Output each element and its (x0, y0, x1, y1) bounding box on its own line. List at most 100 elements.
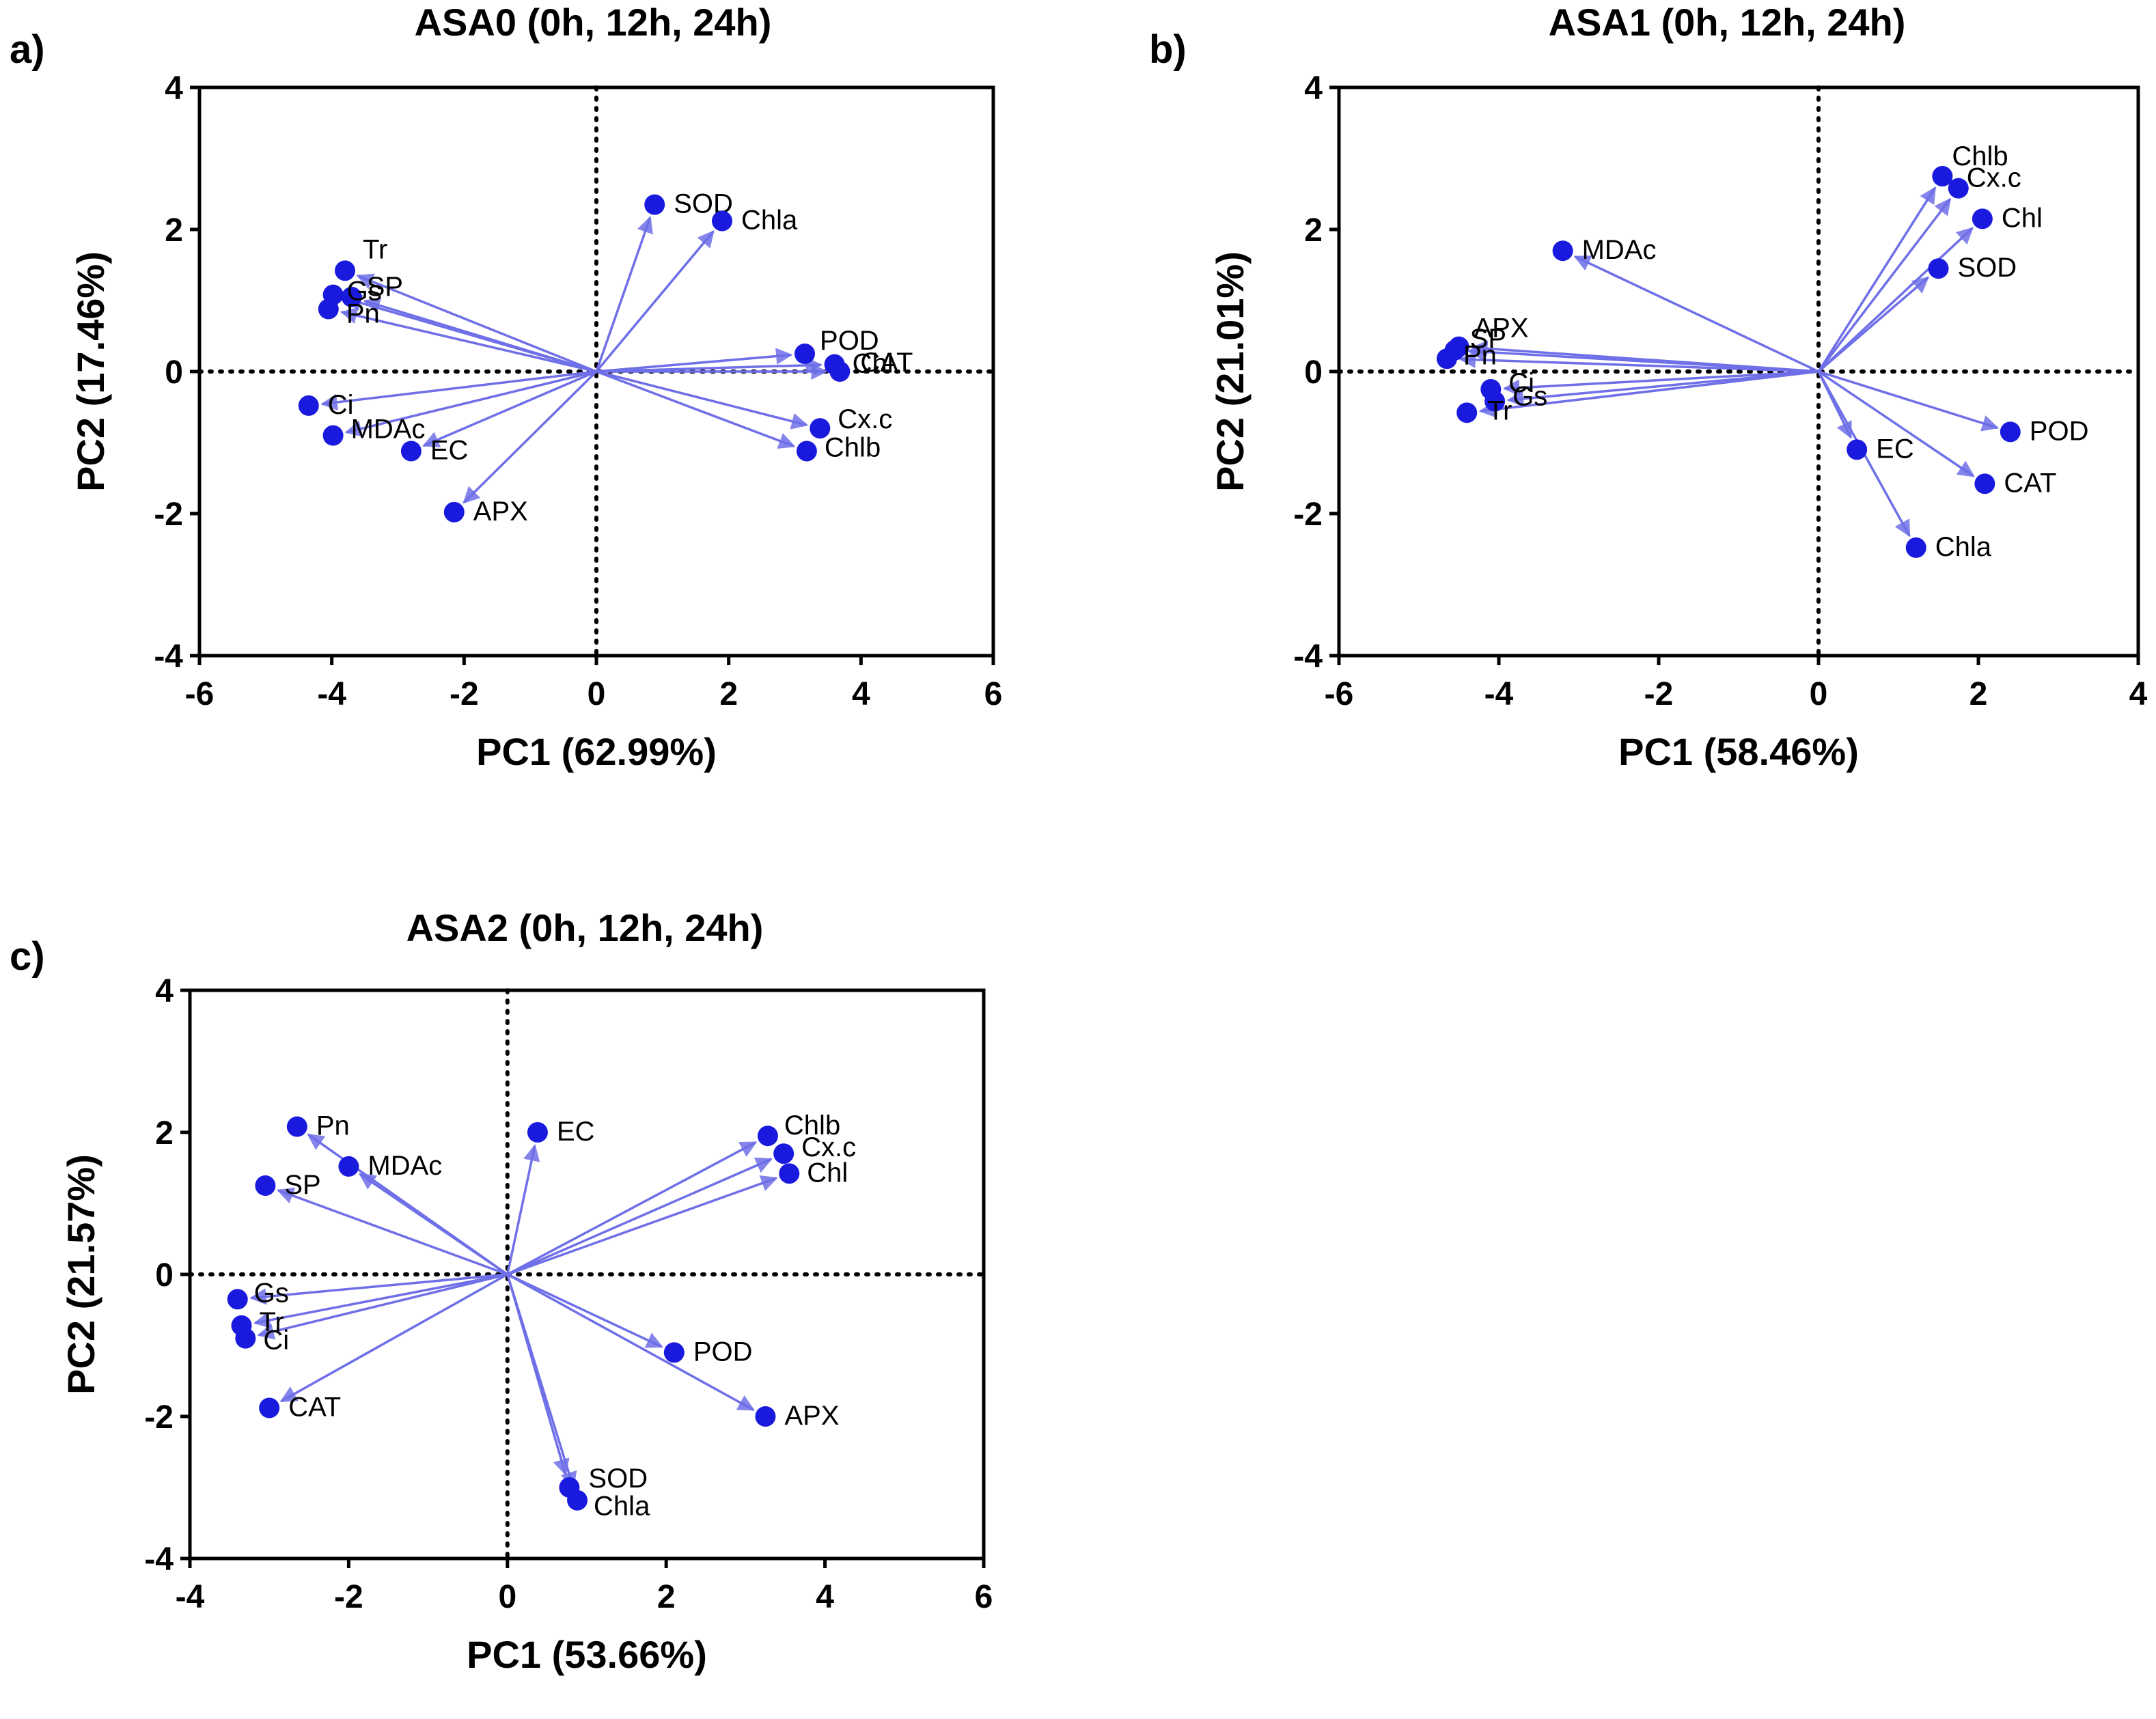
data-point-EC (527, 1122, 548, 1143)
data-label-Chla: Chla (741, 206, 798, 236)
panel-a: a) ASA0 (0h, 12h, 24h) SODChlaTrSPGsPnPO… (10, 1, 1002, 773)
data-point-Chla (567, 1490, 588, 1511)
data-label-Gs: Gs (1512, 382, 1547, 412)
panel-a-plot: SODChlaTrSPGsPnPODChlCATCiMDAcECCx.cChlb… (69, 70, 1002, 773)
data-label-APX: APX (784, 1401, 839, 1431)
data-point-SP (255, 1175, 276, 1196)
x-axis-label: PC1 (58.46%) (1618, 730, 1859, 773)
data-label-Pn: Pn (1463, 340, 1497, 370)
loading-vector-Chla (506, 1274, 577, 1489)
x-tick-label: 6 (984, 676, 1003, 712)
x-tick-label: 2 (719, 676, 738, 712)
loading-vector-APX (462, 370, 598, 504)
data-label-Cx.c: Cx.c (801, 1132, 856, 1162)
data-label-Gs: Gs (347, 277, 382, 307)
data-label-Ci: Ci (328, 390, 354, 420)
loading-vector-MDAc (344, 370, 597, 437)
data-label-Ci: Ci (263, 1326, 289, 1356)
loading-vector-SOD (1817, 276, 1930, 373)
data-point-Tr (1456, 402, 1478, 423)
loading-vector-Pn (1459, 351, 1819, 373)
x-axis-label: PC1 (62.99%) (476, 730, 717, 773)
x-tick-label: -4 (317, 676, 346, 712)
data-label-Tr: Tr (260, 1307, 284, 1337)
loading-vector-EC (421, 370, 597, 448)
y-tick-label: -2 (154, 497, 183, 533)
y-axis-label: PC2 (21.57%) (59, 1154, 102, 1395)
data-label-Chla: Chla (594, 1492, 650, 1522)
data-point-CAT (1974, 473, 1995, 494)
data-label-Chlb: Chlb (1952, 141, 2008, 171)
x-tick-label: -6 (185, 676, 215, 712)
data-label-MDAc: MDAc (1582, 235, 1657, 265)
data-label-MDAc: MDAc (368, 1151, 442, 1181)
data-point-SOD (644, 194, 665, 215)
data-point-Gs (227, 1289, 248, 1310)
data-point-Chlb (757, 1126, 778, 1147)
y-axis-label: PC2 (21.01%) (1208, 251, 1252, 492)
loading-vector-Chl (1817, 227, 1974, 373)
data-point-MDAc (322, 425, 344, 446)
data-label-Chl: Chl (2002, 203, 2043, 233)
loading-vector-Chlb (506, 1141, 758, 1276)
x-tick-label: 2 (657, 1579, 676, 1615)
x-tick-label: 0 (1810, 676, 1828, 712)
panel-a-title: ASA0 (0h, 12h, 24h) (415, 1, 772, 44)
y-tick-label: -2 (1293, 497, 1323, 533)
data-label-Chl: Chl (853, 349, 894, 379)
y-tick-label: 2 (165, 212, 183, 249)
y-tick-label: -4 (1293, 639, 1323, 675)
data-point-Cx.c (1948, 178, 1969, 199)
data-label-Chlb: Chlb (784, 1110, 840, 1141)
y-tick-label: 2 (1304, 212, 1323, 249)
data-label-POD: POD (820, 326, 879, 356)
data-label-EC: EC (1876, 434, 1914, 464)
data-label-EC: EC (430, 435, 469, 465)
loading-vector-POD (1818, 370, 2000, 432)
y-tick-label: 0 (165, 354, 183, 391)
data-point-EC (400, 441, 421, 462)
data-label-APX: APX (473, 497, 528, 527)
data-point-Ci (298, 395, 319, 416)
x-tick-label: -4 (176, 1579, 205, 1615)
data-label-Tr: Tr (363, 234, 387, 264)
y-tick-label: -4 (154, 639, 183, 675)
data-point-MDAc (338, 1156, 359, 1177)
data-point-Cx.c (773, 1143, 794, 1164)
loading-vector-Gs (344, 294, 597, 373)
loading-vector-SOD (595, 216, 653, 372)
x-tick-label: -4 (1484, 676, 1514, 712)
data-point-Gs (1484, 391, 1506, 412)
loading-vector-SP (276, 1187, 508, 1276)
loading-vector-Ci (257, 1273, 508, 1340)
x-tick-label: 4 (816, 1579, 834, 1615)
data-label-APX: APX (1474, 313, 1529, 344)
loading-vector-Cx.c (1817, 197, 1952, 373)
data-point-POD (794, 344, 816, 364)
loading-vector-Chl (507, 1175, 778, 1276)
y-tick-label: 4 (165, 70, 183, 107)
x-tick-label: 4 (2129, 676, 2148, 712)
data-label-Pn: Pn (316, 1111, 350, 1141)
x-tick-label: 0 (498, 1579, 516, 1615)
loading-vector-MDAc (358, 1173, 508, 1276)
data-label-CAT: CAT (2004, 468, 2056, 498)
data-point-Ci (235, 1328, 256, 1349)
y-tick-label: -4 (144, 1541, 174, 1578)
data-label-Chl: Chl (807, 1158, 848, 1188)
data-point-Tr (335, 260, 356, 281)
data-point-Chla (711, 210, 732, 232)
data-point-EC (1847, 439, 1868, 460)
loading-vector-Tr (253, 1273, 508, 1328)
loading-vector-Cx.c (507, 1157, 773, 1276)
data-point-Chl (779, 1163, 800, 1184)
data-point-Pn (286, 1116, 307, 1137)
data-label-Cx.c: Cx.c (1967, 163, 2021, 193)
data-label-CAT: CAT (860, 348, 913, 378)
data-point-Chl (1972, 208, 1993, 229)
loading-vector-Chla (595, 229, 715, 373)
loading-vector-POD (507, 1273, 663, 1348)
data-point-CAT (829, 361, 851, 382)
